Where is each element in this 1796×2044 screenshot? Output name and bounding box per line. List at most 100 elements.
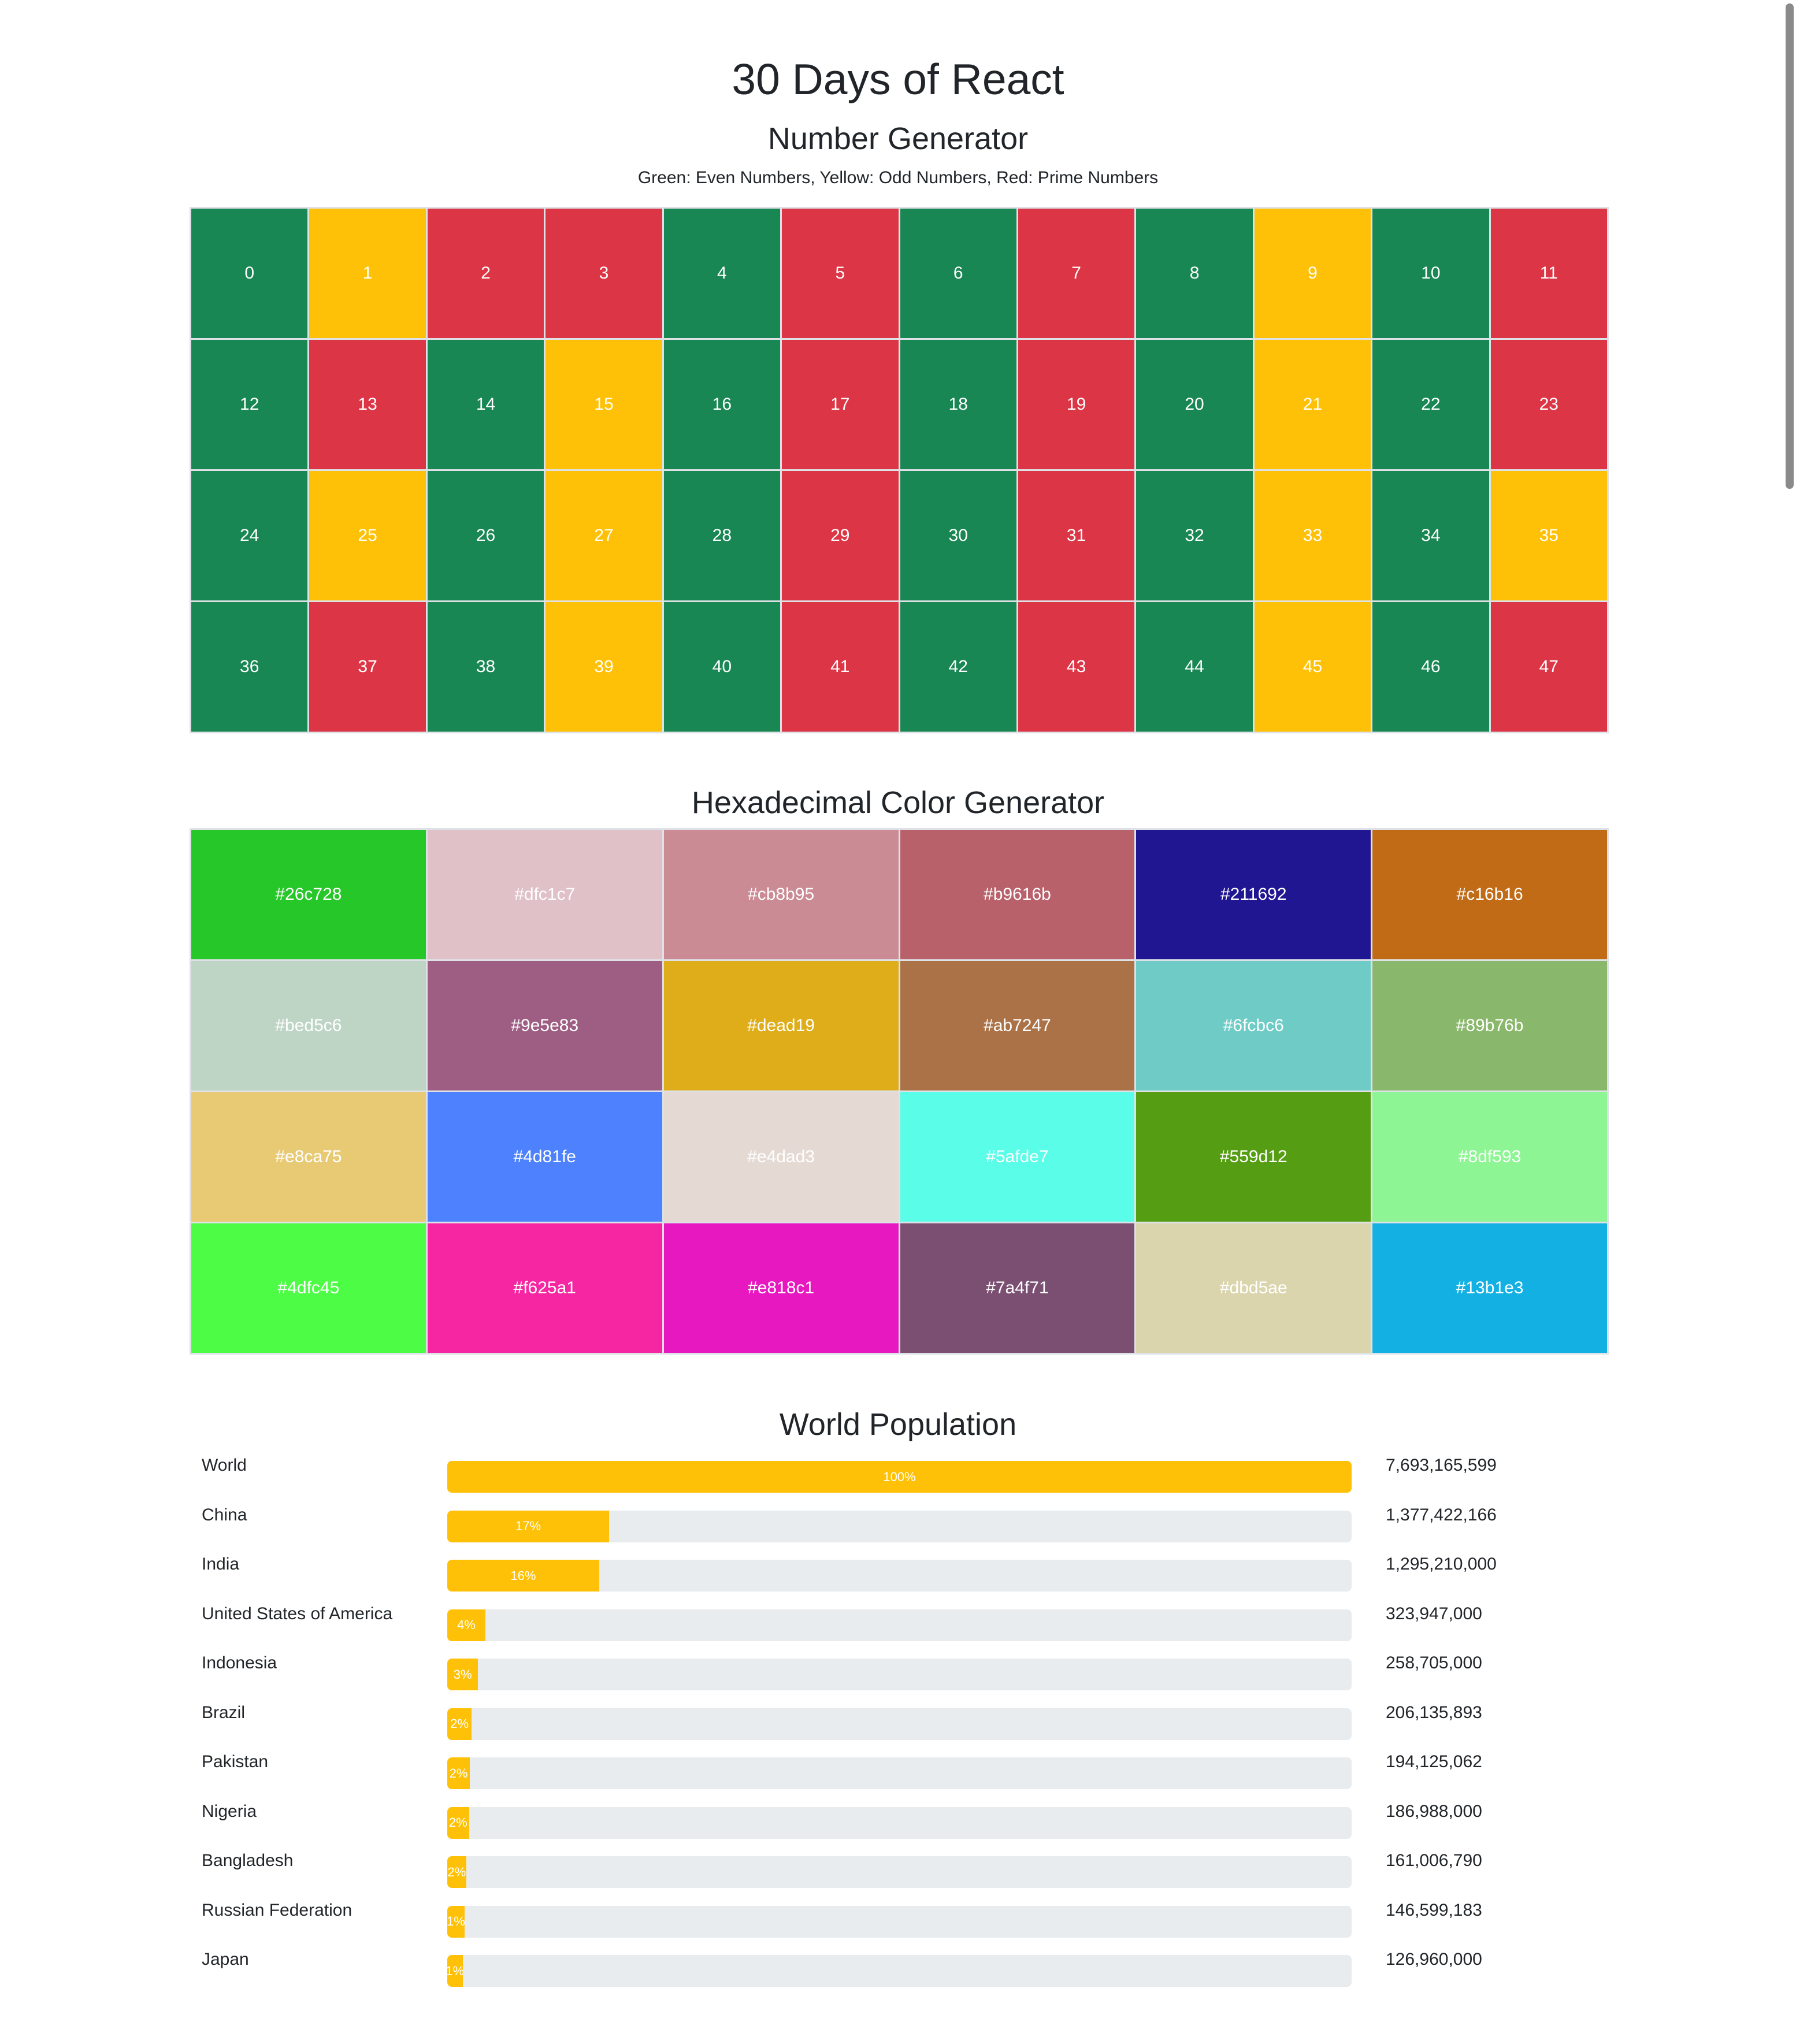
progress-track: 4% <box>447 1609 1352 1641</box>
progress-fill: 3% <box>447 1659 478 1690</box>
progress-track: 1% <box>447 1955 1352 1987</box>
population-list: World 100% 7,693,165,599 China 17% 1,377,422,… <box>190 1453 1609 1997</box>
progress-track: 2% <box>447 1757 1352 1789</box>
progress-track: 17% <box>447 1510 1352 1542</box>
number-cell: 41 <box>782 602 899 732</box>
number-cell: 2 <box>427 209 544 338</box>
population-row: India 16% 1,295,210,000 <box>190 1552 1609 1601</box>
progress-fill: 2% <box>447 1856 466 1888</box>
color-swatch: #c16b16 <box>1372 830 1607 959</box>
population-value: 7,693,165,599 <box>1386 1456 1497 1475</box>
number-cell: 7 <box>1018 209 1135 338</box>
number-cell: 43 <box>1018 602 1135 732</box>
number-cell: 4 <box>663 209 781 338</box>
number-cell: 24 <box>191 471 308 600</box>
population-row: Bangladesh 2% 161,006,790 <box>190 1848 1609 1898</box>
number-cell: 38 <box>427 602 544 732</box>
number-cell: 46 <box>1372 602 1489 732</box>
number-cell: 22 <box>1372 340 1489 469</box>
progress-fill: 2% <box>447 1708 472 1740</box>
number-cell: 5 <box>782 209 899 338</box>
number-cell: 19 <box>1018 340 1135 469</box>
population-value: 161,006,790 <box>1386 1851 1482 1870</box>
number-cell: 3 <box>546 209 662 338</box>
country-name: Russian Federation <box>202 1900 352 1920</box>
color-swatch: #5afde7 <box>900 1092 1135 1222</box>
number-cell: 11 <box>1490 209 1607 338</box>
vertical-scrollbar[interactable] <box>1786 3 1794 489</box>
number-cell: 36 <box>191 602 308 732</box>
number-cell: 9 <box>1254 209 1371 338</box>
number-cell: 31 <box>1018 471 1135 600</box>
color-swatch: #ab7247 <box>900 961 1135 1090</box>
population-row: Pakistan 2% 194,125,062 <box>190 1749 1609 1799</box>
country-name: Pakistan <box>202 1752 269 1771</box>
country-name: Indonesia <box>202 1653 277 1672</box>
color-swatch: #6fcbc6 <box>1136 961 1371 1090</box>
number-cell: 30 <box>900 471 1016 600</box>
number-cell: 39 <box>546 602 662 732</box>
color-swatch: #e4dad3 <box>663 1092 899 1222</box>
number-cell: 27 <box>546 471 662 600</box>
country-name: Brazil <box>202 1702 246 1722</box>
number-cell: 8 <box>1136 209 1253 338</box>
number-cell: 32 <box>1136 471 1253 600</box>
population-value: 258,705,000 <box>1386 1653 1482 1672</box>
population-value: 146,599,183 <box>1386 1900 1482 1920</box>
progress-track: 2% <box>447 1806 1352 1839</box>
color-swatch: #7a4f71 <box>900 1223 1135 1353</box>
color-swatch: #dbd5ae <box>1136 1223 1371 1353</box>
number-generator-title: Number Generator <box>767 121 1029 156</box>
number-cell: 15 <box>546 340 662 469</box>
progress-fill: 1% <box>447 1905 465 1938</box>
color-swatch: #4d81fe <box>427 1092 662 1222</box>
number-cell: 45 <box>1254 602 1371 732</box>
country-name: Japan <box>202 1950 249 1969</box>
world-population-title: World Population <box>779 1407 1017 1442</box>
population-row: United States of America 4% 323,947,000 <box>190 1601 1609 1651</box>
progress-track: 100% <box>447 1461 1352 1493</box>
color-swatch: #f625a1 <box>427 1223 662 1353</box>
number-cell: 21 <box>1254 340 1371 469</box>
progress-fill: 2% <box>447 1757 470 1789</box>
color-swatch: #26c728 <box>191 830 426 959</box>
progress-track: 2% <box>447 1856 1352 1888</box>
population-value: 186,988,000 <box>1386 1801 1482 1821</box>
number-cell: 14 <box>427 340 544 469</box>
page-title: 30 Days of React <box>732 55 1064 103</box>
population-row: World 100% 7,693,165,599 <box>190 1453 1609 1503</box>
country-name: India <box>202 1555 240 1574</box>
number-cell: 6 <box>900 209 1016 338</box>
color-swatch: #dead19 <box>663 961 899 1090</box>
number-cell: 23 <box>1490 340 1607 469</box>
number-cell: 35 <box>1490 471 1607 600</box>
number-cell: 18 <box>900 340 1016 469</box>
country-name: United States of America <box>202 1604 393 1623</box>
number-generator-legend: Green: Even Numbers, Yellow: Odd Numbers… <box>637 168 1159 187</box>
number-cell: 0 <box>191 209 308 338</box>
population-row: Nigeria 2% 186,988,000 <box>190 1799 1609 1849</box>
population-value: 1,377,422,166 <box>1386 1505 1497 1524</box>
population-value: 126,960,000 <box>1386 1950 1482 1969</box>
number-cell: 17 <box>782 340 899 469</box>
number-cell: 10 <box>1372 209 1489 338</box>
color-swatch: #89b76b <box>1372 961 1607 1090</box>
number-cell: 33 <box>1254 471 1371 600</box>
population-value: 206,135,893 <box>1386 1702 1482 1722</box>
progress-fill: 17% <box>447 1510 610 1542</box>
progress-track: 16% <box>447 1560 1352 1592</box>
number-cell: 16 <box>663 340 781 469</box>
population-row: Japan 1% 126,960,000 <box>190 1947 1609 1997</box>
color-swatch: #e8ca75 <box>191 1092 426 1222</box>
color-swatch: #dfc1c7 <box>427 830 662 959</box>
number-cell: 47 <box>1490 602 1607 732</box>
number-grid: 0 1 2 3 4 5 6 7 8 9 10 11 12 13 14 15 16 17 18 19 20 21 22 23 24… <box>190 207 1609 733</box>
progress-track: 3% <box>447 1659 1352 1690</box>
hex-color-grid: #26c728 #dfc1c7 #cb8b95 #b9616b #211692 #c16b… <box>190 828 1609 1355</box>
number-cell: 42 <box>900 602 1016 732</box>
color-swatch: #211692 <box>1136 830 1371 959</box>
color-swatch: #559d12 <box>1136 1092 1371 1222</box>
number-cell: 34 <box>1372 471 1489 600</box>
number-cell: 25 <box>309 471 426 600</box>
